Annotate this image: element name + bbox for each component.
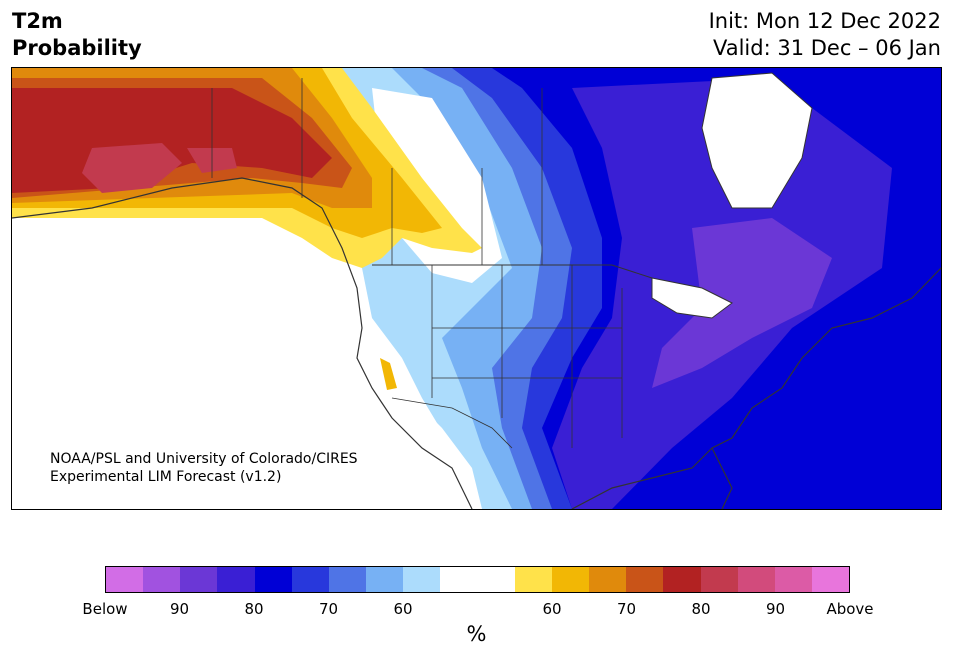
colorbar-tick-label: 80 [691, 600, 711, 618]
colorbar-tick-label: 90 [169, 600, 190, 618]
map-title: T2m Probability [12, 8, 142, 62]
colorbar-tick-label: 70 [318, 600, 339, 618]
map-canvas [12, 68, 941, 509]
colorbar-tick-labels: Below 90 80 70 60 60 70 80 90 Above [0, 600, 953, 620]
colorbar-swatch [106, 567, 144, 592]
init-date: Init: Mon 12 Dec 2022 [708, 9, 941, 33]
colorbar-swatch [811, 567, 850, 592]
colorbar-swatch [774, 567, 812, 592]
colorbar-swatch [143, 567, 181, 592]
colorbar-swatch [366, 567, 404, 592]
us-canada-border [372, 264, 653, 279]
coastline-west [12, 177, 473, 509]
forecast-dates: Init: Mon 12 Dec 2022 Valid: 31 Dec – 06… [709, 8, 941, 62]
region-crimson [82, 143, 182, 193]
colorbar-swatch [180, 567, 218, 592]
region-yellow-ca [380, 358, 397, 390]
colorbar-tick-label: 90 [765, 600, 786, 618]
colorbar-unit: % [466, 622, 487, 646]
colorbar-tick-label: 70 [616, 600, 637, 618]
hudson-bay [701, 72, 813, 209]
mexico-border [391, 397, 513, 449]
colorbar-swatch [626, 567, 664, 592]
colorbar-swatch [291, 567, 329, 592]
province-lines [211, 78, 543, 265]
probability-colorbar [105, 566, 850, 593]
colorbar-swatch [514, 567, 552, 592]
colorbar-swatch [477, 567, 515, 592]
coastline-east [711, 267, 941, 509]
title-variable: T2m [12, 9, 63, 33]
forecast-credit: NOAA/PSL and University of Colorado/CIRE… [50, 450, 358, 486]
colorbar-swatch [328, 567, 367, 592]
valid-dates: Valid: 31 Dec – 06 Jan [712, 36, 941, 60]
colorbar-swatch [440, 567, 478, 592]
colorbar-swatch [589, 567, 627, 592]
probability-map: NOAA/PSL and University of Colorado/CIRE… [11, 67, 942, 510]
colorbar-swatch [551, 567, 590, 592]
colorbar-swatch [403, 567, 441, 592]
gulf-coast [571, 447, 713, 509]
colorbar-swatch [217, 567, 255, 592]
credit-line-1: NOAA/PSL and University of Colorado/CIRE… [50, 451, 358, 467]
credit-line-2: Experimental LIM Forecast (v1.2) [50, 469, 282, 485]
state-lines-1 [431, 265, 623, 448]
colorbar-tick-label: 60 [393, 600, 413, 618]
colorbar-swatch [700, 567, 738, 592]
colorbar-tick-label: 80 [244, 600, 264, 618]
region-violet [652, 218, 832, 388]
colorbar-swatch [254, 567, 292, 592]
title-type: Probability [12, 36, 142, 60]
colorbar-swatch [663, 567, 701, 592]
great-lakes [651, 277, 733, 319]
colorbar-tick-label: Above [826, 600, 874, 618]
colorbar-tick-label: Below [82, 600, 128, 618]
colorbar-tick-label: 60 [542, 600, 562, 618]
colorbar-swatch [737, 567, 775, 592]
